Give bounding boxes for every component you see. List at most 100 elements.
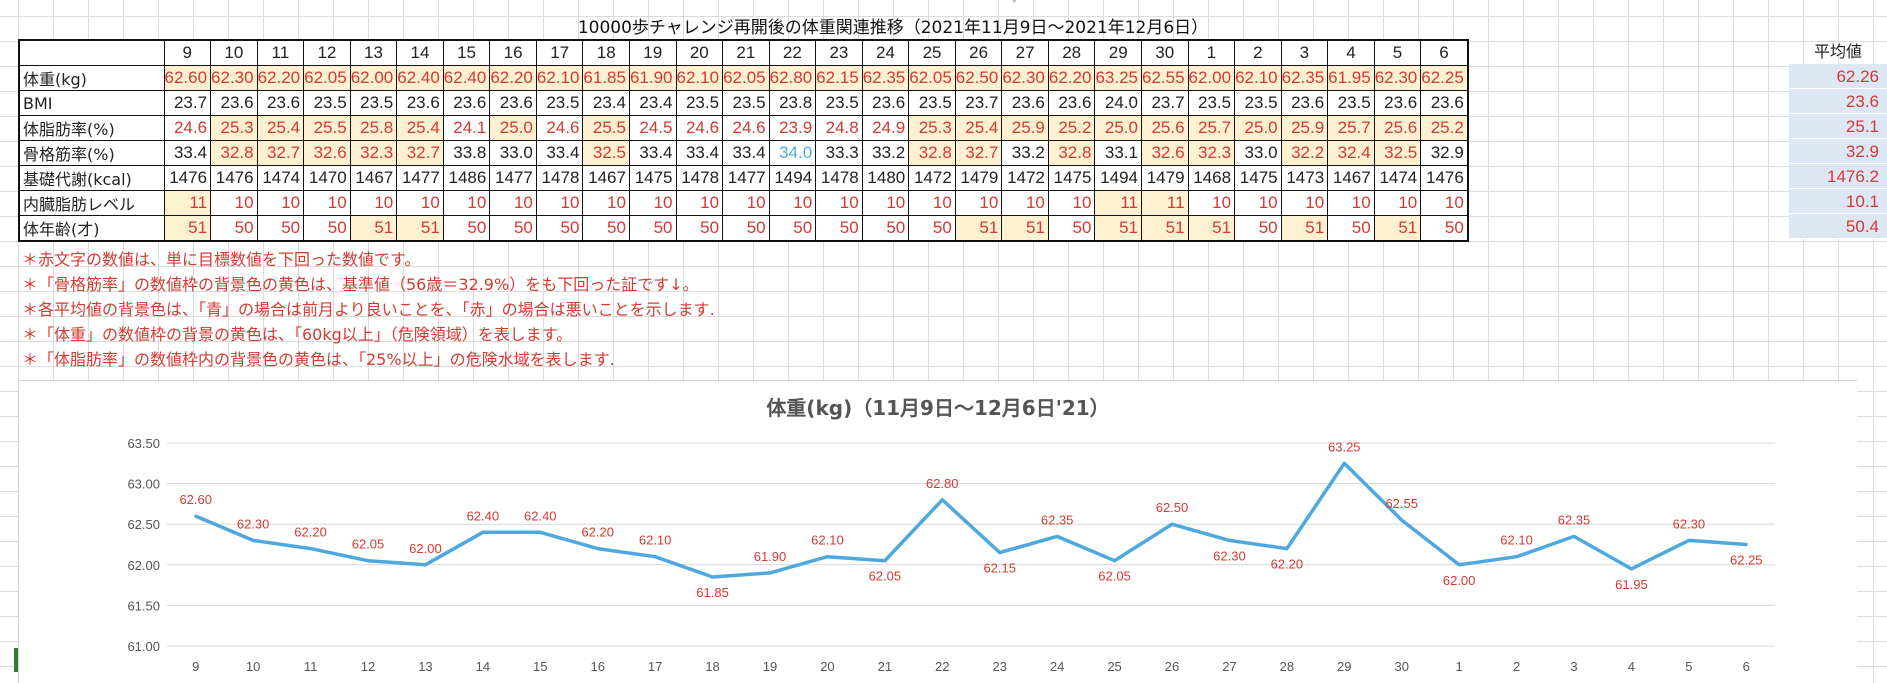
value-cell[interactable]: 1480 <box>861 165 910 191</box>
value-cell[interactable]: 62.50 <box>954 65 1003 91</box>
value-cell[interactable]: 10 <box>675 190 724 216</box>
value-cell[interactable]: 33.8 <box>442 140 491 166</box>
day-header[interactable]: 2 <box>1234 39 1282 66</box>
value-cell[interactable]: 23.6 <box>489 90 537 116</box>
value-cell[interactable]: 1478 <box>535 165 584 191</box>
value-cell[interactable]: 1472 <box>1001 165 1049 191</box>
value-cell[interactable]: 23.6 <box>861 90 910 116</box>
value-cell[interactable]: 62.30 <box>1001 65 1049 91</box>
value-cell[interactable]: 50 <box>815 215 863 242</box>
value-cell[interactable]: 10 <box>908 190 956 216</box>
value-cell[interactable]: 32.6 <box>1140 140 1189 166</box>
value-cell[interactable]: 25.6 <box>1140 115 1189 141</box>
value-cell[interactable]: 24.5 <box>628 115 677 141</box>
value-cell[interactable]: 24.9 <box>861 115 910 141</box>
value-cell[interactable]: 62.00 <box>1187 65 1236 91</box>
value-cell[interactable]: 32.5 <box>1373 140 1422 166</box>
value-cell[interactable]: 1479 <box>954 165 1003 191</box>
value-cell[interactable]: 50 <box>1327 215 1375 242</box>
value-cell[interactable]: 1494 <box>768 165 817 191</box>
value-cell[interactable]: 10 <box>535 190 584 216</box>
value-cell[interactable]: 33.2 <box>861 140 910 166</box>
value-cell[interactable]: 25.9 <box>1280 115 1329 141</box>
value-cell[interactable]: 51 <box>1140 215 1189 242</box>
value-cell[interactable]: 24.6 <box>163 115 212 141</box>
value-cell[interactable]: 33.0 <box>489 140 537 166</box>
value-cell[interactable]: 23.5 <box>535 90 584 116</box>
day-header[interactable]: 4 <box>1327 39 1375 66</box>
value-cell[interactable]: 23.6 <box>256 90 305 116</box>
value-cell[interactable]: 32.8 <box>1047 140 1096 166</box>
value-cell[interactable]: 62.10 <box>535 65 584 91</box>
value-cell[interactable]: 62.15 <box>815 65 863 91</box>
value-cell[interactable]: 25.0 <box>1094 115 1142 141</box>
value-cell[interactable]: 24.0 <box>1094 90 1142 116</box>
value-cell[interactable]: 62.25 <box>1420 65 1469 91</box>
value-cell[interactable]: 50 <box>489 215 537 242</box>
value-cell[interactable]: 62.10 <box>1234 65 1282 91</box>
day-header[interactable]: 3 <box>1280 39 1329 66</box>
value-cell[interactable]: 23.5 <box>815 90 863 116</box>
value-cell[interactable]: 23.5 <box>1187 90 1236 116</box>
day-header[interactable]: 22 <box>768 39 817 66</box>
value-cell[interactable]: 62.40 <box>396 65 444 91</box>
value-cell[interactable]: 50 <box>1234 215 1282 242</box>
value-cell[interactable]: 10 <box>1047 190 1096 216</box>
value-cell[interactable]: 32.7 <box>954 140 1003 166</box>
value-cell[interactable]: 1477 <box>489 165 537 191</box>
value-cell[interactable]: 10 <box>1280 190 1329 216</box>
value-cell[interactable]: 1475 <box>628 165 677 191</box>
value-cell[interactable]: 51 <box>163 215 212 242</box>
value-cell[interactable]: 11 <box>1094 190 1142 216</box>
value-cell[interactable]: 33.4 <box>163 140 212 166</box>
value-cell[interactable]: 25.9 <box>1001 115 1049 141</box>
value-cell[interactable]: 33.1 <box>1094 140 1142 166</box>
value-cell[interactable]: 32.8 <box>210 140 258 166</box>
value-cell[interactable]: 11 <box>1140 190 1189 216</box>
value-cell[interactable]: 24.8 <box>815 115 863 141</box>
day-header[interactable]: 20 <box>675 39 724 66</box>
value-cell[interactable]: 11 <box>163 190 212 216</box>
value-cell[interactable]: 23.8 <box>768 90 817 116</box>
value-cell[interactable]: 50 <box>210 215 258 242</box>
day-header[interactable]: 1 <box>1187 39 1236 66</box>
value-cell[interactable]: 23.5 <box>303 90 351 116</box>
value-cell[interactable]: 61.85 <box>582 65 630 91</box>
value-cell[interactable]: 32.5 <box>582 140 630 166</box>
value-cell[interactable]: 1475 <box>1234 165 1282 191</box>
value-cell[interactable]: 10 <box>1001 190 1049 216</box>
value-cell[interactable]: 1475 <box>1047 165 1096 191</box>
value-cell[interactable]: 23.6 <box>1047 90 1096 116</box>
weight-chart[interactable]: 体重(kg)（11月9日～12月6日'21） 61.00 61.50 62.00 62.… <box>18 380 1857 683</box>
value-cell[interactable]: 62.30 <box>1373 65 1422 91</box>
value-cell[interactable]: 23.5 <box>349 90 398 116</box>
value-cell[interactable]: 61.95 <box>1327 65 1375 91</box>
value-cell[interactable]: 1477 <box>396 165 444 191</box>
average-value[interactable]: 23.6 <box>1789 89 1887 114</box>
value-cell[interactable]: 10 <box>1373 190 1422 216</box>
row-label[interactable]: BMI <box>18 90 165 116</box>
value-cell[interactable]: 1473 <box>1280 165 1329 191</box>
value-cell[interactable]: 10 <box>1234 190 1282 216</box>
average-value[interactable]: 10.1 <box>1789 189 1887 214</box>
value-cell[interactable]: 10 <box>582 190 630 216</box>
value-cell[interactable]: 50 <box>582 215 630 242</box>
value-cell[interactable]: 62.20 <box>1047 65 1096 91</box>
value-cell[interactable]: 23.6 <box>210 90 258 116</box>
day-header[interactable]: 25 <box>908 39 956 66</box>
value-cell[interactable]: 10 <box>628 190 677 216</box>
value-cell[interactable]: 23.4 <box>628 90 677 116</box>
value-cell[interactable]: 1477 <box>722 165 770 191</box>
value-cell[interactable]: 34.0 <box>768 140 817 166</box>
value-cell[interactable]: 32.4 <box>1327 140 1375 166</box>
value-cell[interactable]: 32.2 <box>1280 140 1329 166</box>
row-label[interactable]: 基礎代謝(kcal) <box>18 165 165 191</box>
value-cell[interactable]: 32.3 <box>349 140 398 166</box>
value-cell[interactable]: 50 <box>1420 215 1469 242</box>
row-label[interactable]: 体年齢(才) <box>18 215 165 242</box>
value-cell[interactable]: 51 <box>1001 215 1049 242</box>
value-cell[interactable]: 62.35 <box>861 65 910 91</box>
value-cell[interactable]: 23.5 <box>1327 90 1375 116</box>
value-cell[interactable]: 10 <box>954 190 1003 216</box>
day-header[interactable]: 24 <box>861 39 910 66</box>
